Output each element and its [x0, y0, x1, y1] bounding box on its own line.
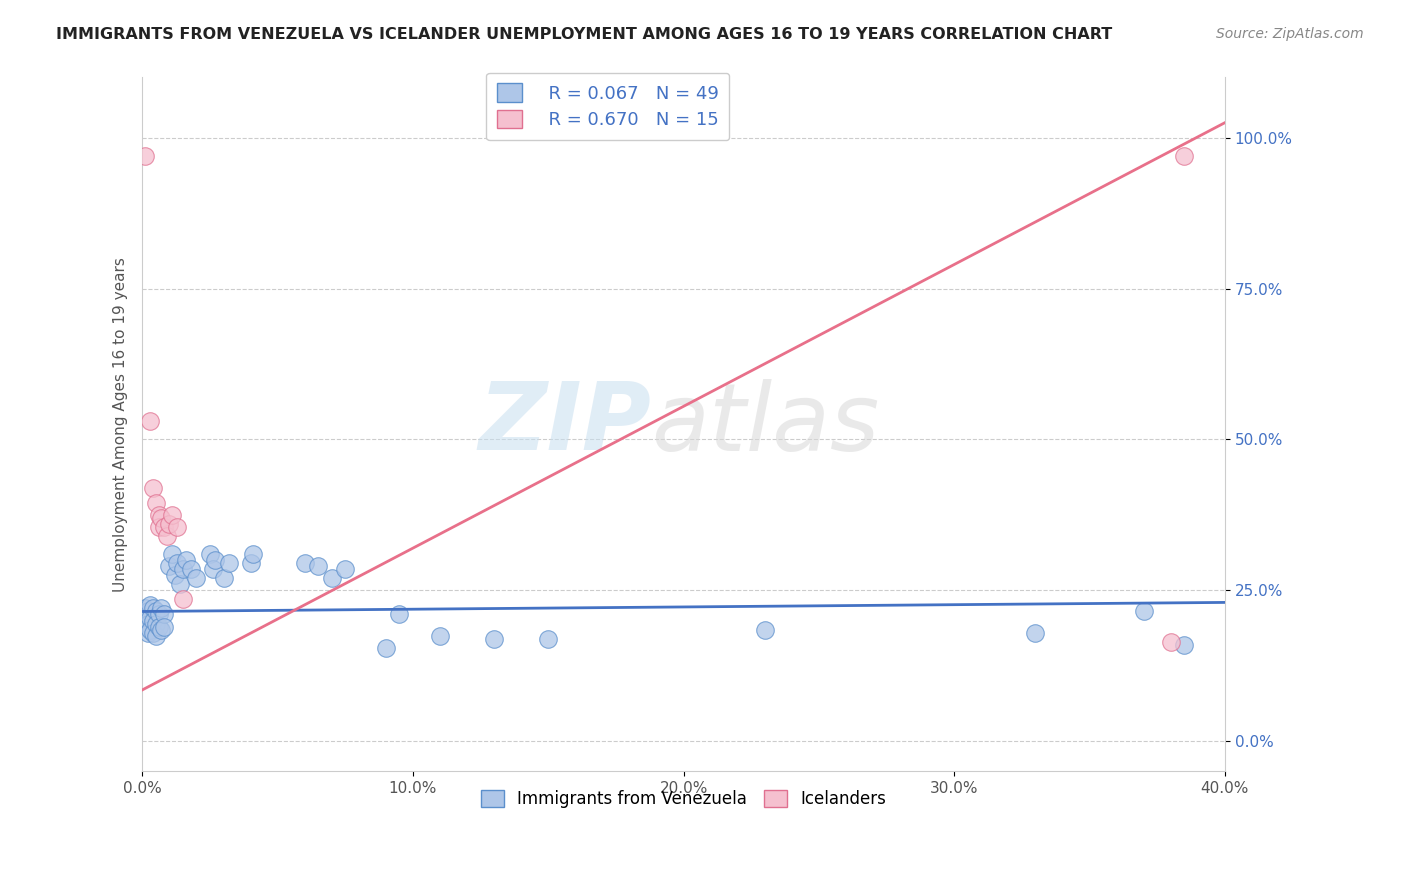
Y-axis label: Unemployment Among Ages 16 to 19 years: Unemployment Among Ages 16 to 19 years — [114, 257, 128, 592]
Point — [148, 520, 170, 534]
Point — [160, 547, 183, 561]
Point — [1173, 638, 1195, 652]
Point — [134, 614, 156, 628]
Point — [201, 562, 224, 576]
Point — [139, 414, 162, 428]
Point — [157, 559, 180, 574]
Point — [172, 592, 194, 607]
Point — [429, 629, 451, 643]
Point — [1024, 625, 1046, 640]
Point — [139, 599, 162, 613]
Point — [148, 607, 170, 622]
Text: Source: ZipAtlas.com: Source: ZipAtlas.com — [1216, 27, 1364, 41]
Point — [136, 616, 159, 631]
Point — [212, 571, 235, 585]
Point — [142, 614, 165, 628]
Point — [148, 619, 170, 633]
Point — [134, 601, 156, 615]
Point — [145, 605, 167, 619]
Point — [754, 623, 776, 637]
Point — [174, 553, 197, 567]
Point — [139, 610, 162, 624]
Point — [150, 511, 173, 525]
Text: ZIP: ZIP — [478, 378, 651, 470]
Point — [307, 559, 329, 574]
Point — [145, 496, 167, 510]
Point — [150, 623, 173, 637]
Text: atlas: atlas — [651, 379, 879, 470]
Point — [218, 556, 240, 570]
Legend: Immigrants from Venezuela, Icelanders: Immigrants from Venezuela, Icelanders — [474, 783, 893, 815]
Point — [157, 516, 180, 531]
Point — [239, 556, 262, 570]
Point — [136, 605, 159, 619]
Point — [180, 562, 202, 576]
Point — [172, 562, 194, 576]
Point — [1173, 149, 1195, 163]
Text: IMMIGRANTS FROM VENEZUELA VS ICELANDER UNEMPLOYMENT AMONG AGES 16 TO 19 YEARS CO: IMMIGRANTS FROM VENEZUELA VS ICELANDER U… — [56, 27, 1112, 42]
Point — [537, 632, 560, 646]
Point — [160, 508, 183, 522]
Point — [166, 556, 188, 570]
Point — [153, 619, 176, 633]
Point — [163, 568, 186, 582]
Point — [335, 562, 357, 576]
Point — [142, 625, 165, 640]
Point — [139, 623, 162, 637]
Point — [142, 481, 165, 495]
Point — [166, 520, 188, 534]
Point — [482, 632, 505, 646]
Point — [136, 625, 159, 640]
Point — [1132, 605, 1154, 619]
Point — [153, 520, 176, 534]
Point — [148, 508, 170, 522]
Point — [145, 616, 167, 631]
Point — [186, 571, 208, 585]
Point — [142, 601, 165, 615]
Point — [198, 547, 221, 561]
Point — [388, 607, 411, 622]
Point — [153, 607, 176, 622]
Point — [204, 553, 226, 567]
Point — [242, 547, 264, 561]
Point — [1160, 634, 1182, 648]
Point — [294, 556, 316, 570]
Point — [134, 149, 156, 163]
Point — [321, 571, 343, 585]
Point — [374, 640, 396, 655]
Point — [169, 577, 191, 591]
Point — [145, 629, 167, 643]
Point — [150, 601, 173, 615]
Point — [156, 529, 179, 543]
